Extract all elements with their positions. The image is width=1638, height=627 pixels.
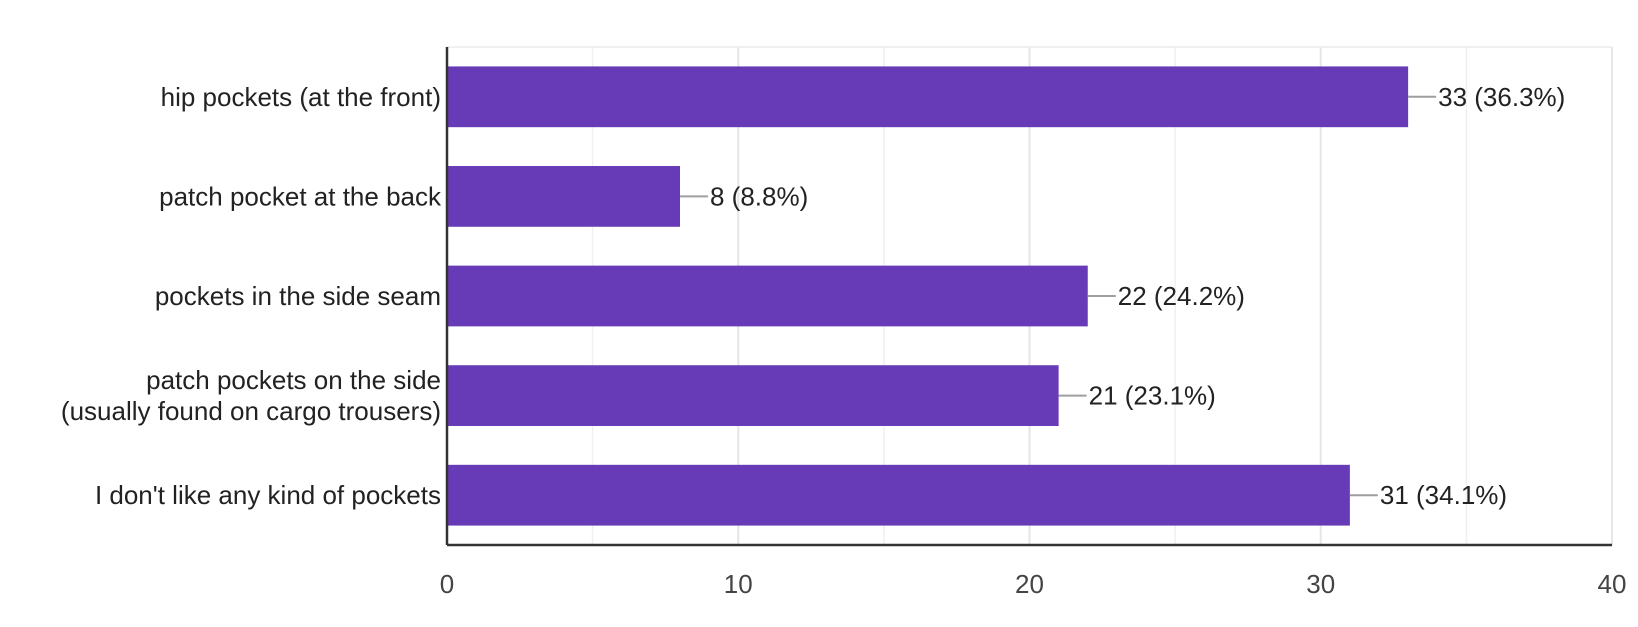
x-tick-label: 10 (724, 569, 753, 599)
data-label: 22 (24.2%) (1118, 281, 1245, 311)
category-label: patch pocket at the back (159, 181, 442, 211)
bars (447, 66, 1437, 526)
x-tick-label: 40 (1598, 569, 1627, 599)
bar (447, 66, 1409, 128)
category-label: pockets in the side seam (155, 281, 441, 311)
bar (447, 166, 680, 227)
data-label: 31 (34.1%) (1380, 480, 1507, 510)
labels: 33 (36.3%) 8 (8.8%) 22 (24.2%) 21 (23.1%) 31… (61, 82, 1627, 599)
data-label: 33 (36.3%) (1438, 82, 1565, 112)
data-label: 21 (23.1%) (1089, 381, 1216, 411)
category-label: patch pockets on the side (146, 365, 441, 395)
bar (447, 464, 1350, 526)
category-label: (usually found on cargo trousers) (61, 396, 441, 426)
data-label: 8 (8.8%) (710, 181, 808, 211)
x-tick-label: 0 (440, 569, 454, 599)
bar (447, 365, 1059, 426)
bar (447, 265, 1088, 327)
x-tick-label: 30 (1306, 569, 1335, 599)
x-tick-label: 20 (1015, 569, 1044, 599)
axes (445, 47, 1612, 547)
category-label: I don't like any kind of pockets (95, 480, 441, 510)
category-label: hip pockets (at the front) (161, 82, 441, 112)
